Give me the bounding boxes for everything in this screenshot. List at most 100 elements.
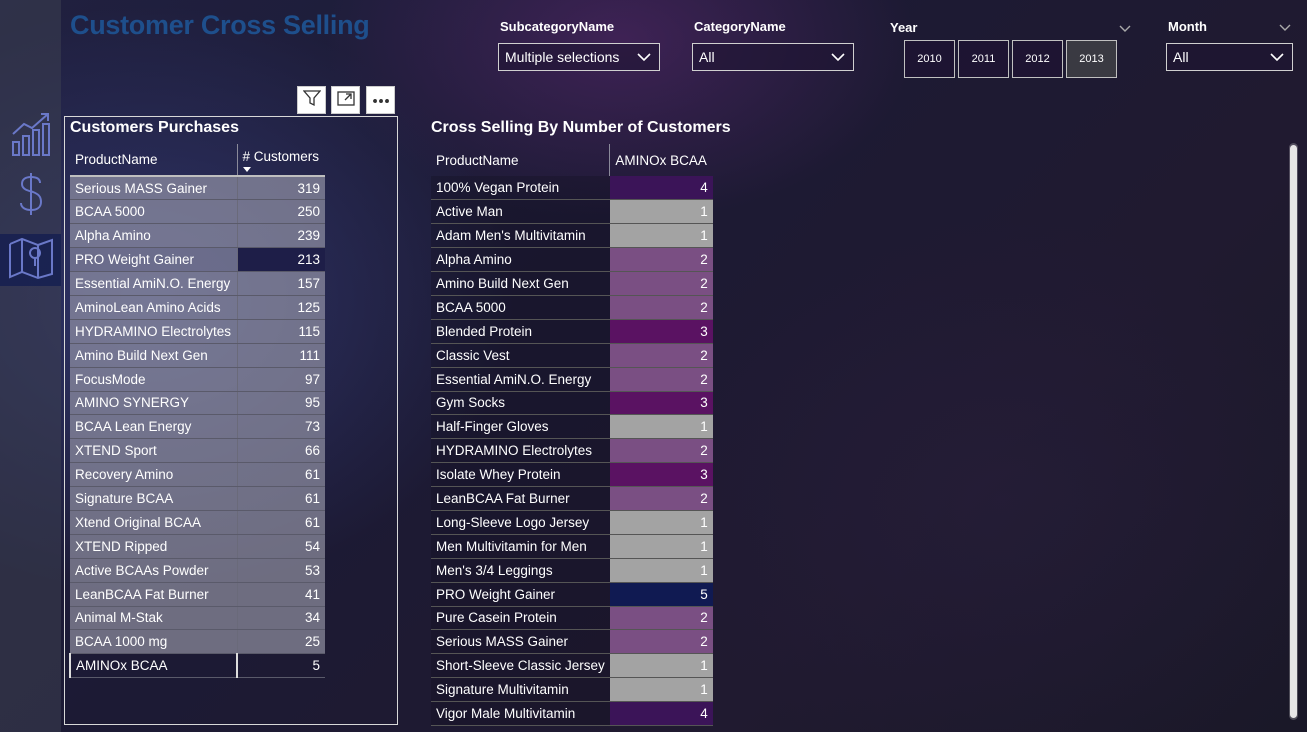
product-name-cell[interactable]: BCAA 5000 [70, 199, 237, 225]
customers-header[interactable]: # Customers [236, 144, 325, 176]
product-name-cell[interactable]: Half-Finger Gloves [431, 414, 610, 440]
year-2010-button[interactable]: 2010 [904, 40, 955, 78]
table-row[interactable]: Active BCAAs Powder 53 [70, 558, 325, 583]
product-name-cell[interactable]: AMINOx BCAA [69, 653, 238, 679]
table-row[interactable]: Classic Vest 2 [431, 343, 713, 368]
product-name-cell[interactable]: HYDRAMINO Electrolytes [70, 319, 237, 344]
table-row[interactable]: Isolate Whey Protein 3 [431, 462, 713, 488]
product-name-cell[interactable]: Serious MASS Gainer [431, 629, 610, 655]
matrix-scrollbar-thumb[interactable] [1290, 145, 1297, 718]
table-row[interactable]: Animal M-Stak 34 [70, 606, 325, 631]
table-row[interactable]: Signature BCAA 61 [70, 486, 325, 511]
table-row[interactable]: Active Man 1 [431, 199, 713, 225]
nav-revenue-page[interactable] [0, 170, 61, 222]
product-name-cell[interactable]: Essential AmiN.O. Energy [70, 271, 237, 296]
table-row[interactable]: HYDRAMINO Electrolytes 2 [431, 438, 713, 464]
filter-button[interactable] [297, 86, 326, 114]
nav-sales-page[interactable] [0, 110, 61, 162]
product-name-cell[interactable]: Gym Socks [431, 391, 610, 416]
product-name-cell[interactable]: LeanBCAA Fat Burner [70, 582, 237, 607]
product-name-cell[interactable]: Animal M-Stak [70, 606, 237, 631]
table-row[interactable]: 100% Vegan Protein 4 [431, 176, 713, 201]
table-row[interactable]: BCAA Lean Energy 73 [70, 414, 325, 440]
product-name-header[interactable]: ProductName [436, 152, 519, 168]
aminox-bcaa-header[interactable]: AMINOx BCAA [609, 144, 713, 176]
table-row[interactable]: Amino Build Next Gen 2 [431, 271, 713, 296]
table-row[interactable]: Half-Finger Gloves 1 [431, 414, 713, 440]
product-name-cell[interactable]: Adam Men's Multivitamin [431, 223, 610, 249]
product-name-cell[interactable]: Amino Build Next Gen [70, 343, 237, 368]
table-row[interactable]: Essential AmiN.O. Energy 157 [70, 271, 325, 296]
table-row[interactable]: Alpha Amino 239 [70, 223, 325, 249]
more-options-button[interactable] [366, 86, 395, 114]
product-name-cell[interactable]: BCAA Lean Energy [70, 414, 237, 440]
product-name-cell[interactable]: Serious MASS Gainer [70, 176, 237, 201]
table-row[interactable]: FocusMode 97 [70, 367, 325, 392]
table-row[interactable]: PRO Weight Gainer 213 [70, 247, 325, 273]
product-name-cell[interactable]: Amino Build Next Gen [431, 271, 610, 296]
table-row[interactable]: Short-Sleeve Classic Jersey 1 [431, 653, 713, 679]
product-name-cell[interactable]: Active BCAAs Powder [70, 558, 237, 583]
year-2012-button[interactable]: 2012 [1012, 40, 1063, 78]
product-name-cell[interactable]: Pure Casein Protein [431, 606, 610, 631]
table-row[interactable]: Signature Multivitamin 1 [431, 677, 713, 703]
product-name-cell[interactable]: Signature BCAA [70, 486, 237, 511]
product-name-cell[interactable]: FocusMode [70, 367, 237, 392]
table-row[interactable]: BCAA 5000 250 [70, 199, 325, 225]
product-name-cell[interactable]: PRO Weight Gainer [431, 582, 610, 607]
month-dropdown[interactable]: All [1166, 43, 1293, 71]
product-name-cell[interactable]: Men's 3/4 Leggings [431, 558, 610, 583]
category-dropdown[interactable]: All [692, 43, 854, 71]
product-name-cell[interactable]: AMINO SYNERGY [70, 391, 237, 416]
table-row[interactable]: BCAA 5000 2 [431, 295, 713, 320]
table-row[interactable]: Blended Protein 3 [431, 319, 713, 344]
product-name-cell[interactable]: Short-Sleeve Classic Jersey [431, 653, 610, 679]
table-row[interactable]: Amino Build Next Gen 111 [70, 343, 325, 368]
product-name-cell[interactable]: HYDRAMINO Electrolytes [431, 438, 610, 464]
table-row[interactable]: Vigor Male Multivitamin 4 [431, 701, 713, 726]
table-row[interactable]: Serious MASS Gainer 319 [70, 176, 325, 201]
table-row[interactable]: Xtend Original BCAA 61 [70, 510, 325, 535]
focus-mode-button[interactable] [331, 86, 360, 114]
table-row[interactable]: Gym Socks 3 [431, 391, 713, 416]
product-name-cell[interactable]: Alpha Amino [70, 223, 237, 249]
table-row[interactable]: Recovery Amino 61 [70, 462, 325, 488]
product-name-cell[interactable]: Alpha Amino [431, 247, 610, 273]
table-row[interactable]: BCAA 1000 mg 25 [70, 629, 325, 655]
table-row[interactable]: Essential AmiN.O. Energy 2 [431, 367, 713, 392]
product-name-cell[interactable]: BCAA 5000 [431, 295, 610, 320]
product-name-cell[interactable]: Blended Protein [431, 319, 610, 344]
table-row[interactable]: Alpha Amino 2 [431, 247, 713, 273]
table-row[interactable]: Pure Casein Protein 2 [431, 606, 713, 631]
table-row[interactable]: AMINO SYNERGY 95 [70, 391, 325, 416]
product-name-cell[interactable]: BCAA 1000 mg [70, 629, 237, 655]
table-row[interactable]: XTEND Ripped 54 [70, 534, 325, 559]
product-name-cell[interactable]: XTEND Sport [70, 438, 237, 464]
product-name-cell[interactable]: AminoLean Amino Acids [70, 295, 237, 320]
table-row[interactable]: Men Multivitamin for Men 1 [431, 534, 713, 559]
product-name-cell[interactable]: Isolate Whey Protein [431, 462, 610, 488]
product-name-cell[interactable]: Signature Multivitamin [431, 677, 610, 703]
table-row[interactable]: XTEND Sport 66 [70, 438, 325, 464]
product-name-cell[interactable]: Essential AmiN.O. Energy [431, 367, 610, 392]
subcategory-dropdown[interactable]: Multiple selections [498, 43, 660, 71]
table-row[interactable]: LeanBCAA Fat Burner 41 [70, 582, 325, 607]
table-row[interactable]: Men's 3/4 Leggings 1 [431, 558, 713, 583]
product-name-cell[interactable]: XTEND Ripped [70, 534, 237, 559]
table-row[interactable]: PRO Weight Gainer 5 [431, 582, 713, 607]
year-2013-button[interactable]: 2013 [1066, 40, 1117, 78]
product-name-cell[interactable]: Men Multivitamin for Men [431, 534, 610, 559]
table-row[interactable]: Serious MASS Gainer 2 [431, 629, 713, 655]
table-row[interactable]: AminoLean Amino Acids 125 [70, 295, 325, 320]
month-slicer-collapse-icon[interactable] [1279, 20, 1291, 31]
product-name-cell[interactable]: 100% Vegan Protein [431, 176, 610, 201]
nav-cross-selling-page[interactable] [0, 234, 61, 286]
product-name-cell[interactable]: Long-Sleeve Logo Jersey [431, 510, 610, 535]
product-name-cell[interactable]: Vigor Male Multivitamin [431, 701, 610, 726]
product-name-header[interactable]: ProductName [75, 152, 158, 167]
product-name-cell[interactable]: PRO Weight Gainer [70, 247, 237, 273]
table-row[interactable]: Adam Men's Multivitamin 1 [431, 223, 713, 249]
product-name-cell[interactable]: Xtend Original BCAA [70, 510, 237, 535]
table-row[interactable]: Long-Sleeve Logo Jersey 1 [431, 510, 713, 535]
product-name-cell[interactable]: Recovery Amino [70, 462, 237, 488]
